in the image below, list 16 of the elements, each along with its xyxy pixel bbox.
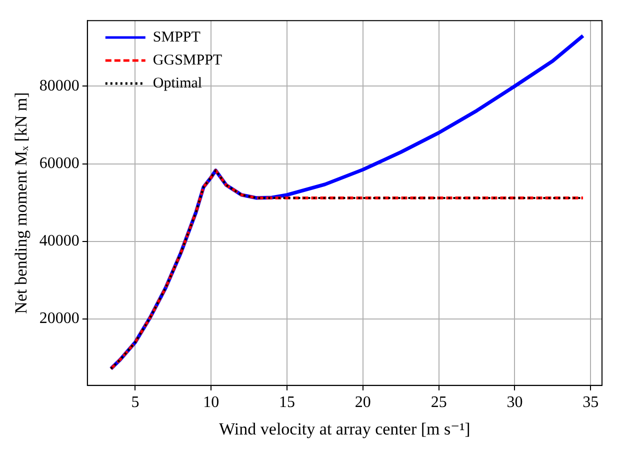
x-tick-label: 25 xyxy=(430,394,447,412)
y-tick-label: 80000 xyxy=(39,77,80,94)
x-tick-label: 20 xyxy=(354,394,371,412)
x-tick-label: 30 xyxy=(506,394,523,412)
x-tick-label: 5 xyxy=(131,394,140,412)
y-tick-label: 60000 xyxy=(39,155,80,172)
legend-label: SMPPT xyxy=(152,29,200,46)
x-tick-label: 10 xyxy=(203,394,220,412)
y-tick-label: 20000 xyxy=(39,310,80,328)
y-tick-label: 40000 xyxy=(39,232,80,250)
y-axis-title: Net bending moment Mₓ [kN m] xyxy=(12,92,31,314)
x-tick-label: 35 xyxy=(582,394,599,412)
x-tick-label: 15 xyxy=(279,394,296,412)
legend-label: Optimal xyxy=(152,75,202,92)
x-axis-title: Wind velocity at array center [m s⁻¹] xyxy=(219,419,470,438)
legend-label: GGSMPPT xyxy=(152,52,222,68)
